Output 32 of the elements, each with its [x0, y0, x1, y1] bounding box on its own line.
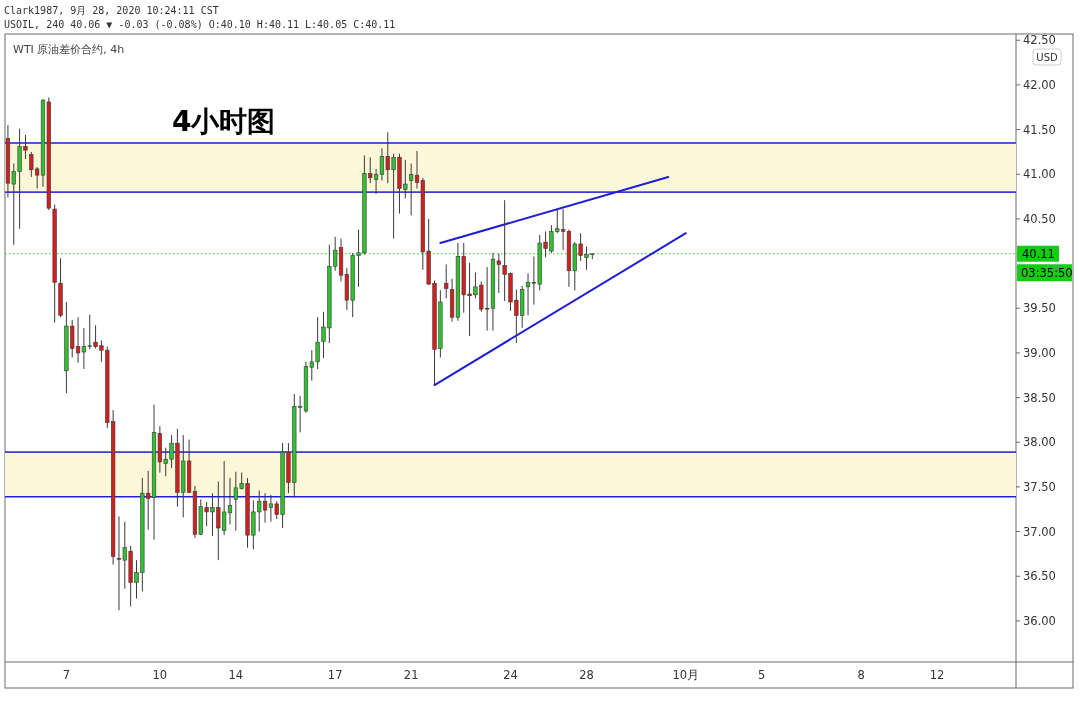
- ref-line-label: 40.11: [1022, 246, 1055, 261]
- y-tick-label: 36.50: [1023, 569, 1056, 584]
- text: USOIL, 240 40.06 ▼ -0.03 (-0.08%) O:40.10 H:40.11 L:40.05 C:40.11: [4, 19, 396, 30]
- y-tick-label: 40.50: [1023, 211, 1056, 226]
- y-tick-label: 41.50: [1023, 122, 1056, 137]
- text: 03:35:50: [1021, 265, 1073, 280]
- y-tick-label: 42.00: [1023, 77, 1056, 92]
- y-tick-label: 41.00: [1023, 167, 1056, 182]
- y-tick-label: 38.50: [1023, 390, 1056, 405]
- text: WTI 原油差价合约, 4h: [13, 43, 125, 56]
- y-tick-label: 38.00: [1023, 435, 1056, 450]
- y-tick-label: 37.50: [1023, 479, 1056, 494]
- x-tick-label: 7: [62, 668, 71, 682]
- x-tick-label: 24: [503, 668, 518, 682]
- x-tick-label: 10月: [672, 668, 700, 682]
- y-tick-label: 36.00: [1023, 613, 1056, 628]
- y-tick-label: 39.00: [1023, 345, 1056, 360]
- x-tick-label: 28: [579, 668, 594, 682]
- x-tick-label: 21: [403, 668, 419, 682]
- candlestick: [444, 263, 449, 299]
- x-tick-label: 8: [857, 668, 865, 682]
- x-tick-label: 17: [327, 668, 343, 682]
- x-tick-label: 10: [152, 668, 168, 682]
- y-tick-label: 39.50: [1023, 301, 1056, 316]
- y-tick-label: 42.50: [1023, 33, 1056, 48]
- y-axis-title: USD: [1036, 51, 1058, 63]
- x-tick-label: 12: [929, 668, 945, 682]
- x-tick-label: 5: [758, 668, 766, 682]
- text: Clark1987, 9月 28, 2020 10:24:11 CST: [4, 5, 219, 16]
- x-tick-label: 14: [228, 668, 244, 682]
- text: 4小时图: [172, 105, 276, 138]
- y-tick-label: 37.00: [1023, 524, 1056, 539]
